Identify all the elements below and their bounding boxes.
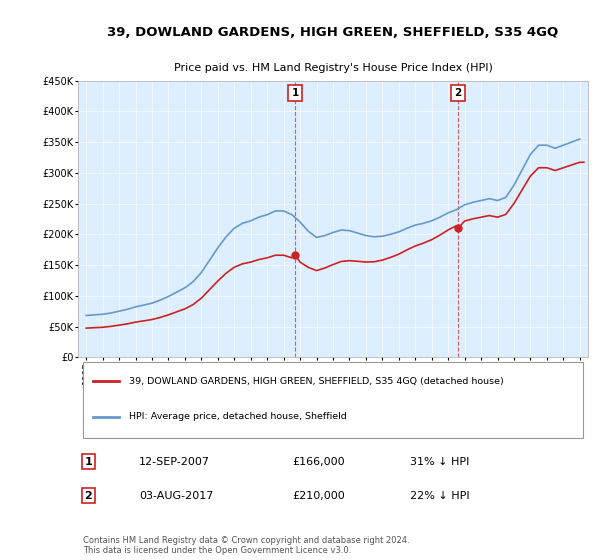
Text: 22% ↓ HPI: 22% ↓ HPI xyxy=(409,491,469,501)
Text: £166,000: £166,000 xyxy=(292,456,345,466)
Text: 31% ↓ HPI: 31% ↓ HPI xyxy=(409,456,469,466)
Text: 12-SEP-2007: 12-SEP-2007 xyxy=(139,456,210,466)
FancyBboxPatch shape xyxy=(83,362,583,438)
Text: 1: 1 xyxy=(85,456,92,466)
Text: 39, DOWLAND GARDENS, HIGH GREEN, SHEFFIELD, S35 4GQ (detached house): 39, DOWLAND GARDENS, HIGH GREEN, SHEFFIE… xyxy=(129,377,504,386)
Text: 1: 1 xyxy=(292,88,299,98)
Text: Price paid vs. HM Land Registry's House Price Index (HPI): Price paid vs. HM Land Registry's House … xyxy=(173,63,493,73)
Text: 03-AUG-2017: 03-AUG-2017 xyxy=(139,491,214,501)
Text: Contains HM Land Registry data © Crown copyright and database right 2024.
This d: Contains HM Land Registry data © Crown c… xyxy=(83,536,410,556)
Text: 2: 2 xyxy=(85,491,92,501)
Text: £210,000: £210,000 xyxy=(292,491,345,501)
Text: HPI: Average price, detached house, Sheffield: HPI: Average price, detached house, Shef… xyxy=(129,412,347,421)
Text: 2: 2 xyxy=(454,88,461,98)
Text: 39, DOWLAND GARDENS, HIGH GREEN, SHEFFIELD, S35 4GQ: 39, DOWLAND GARDENS, HIGH GREEN, SHEFFIE… xyxy=(107,26,559,39)
